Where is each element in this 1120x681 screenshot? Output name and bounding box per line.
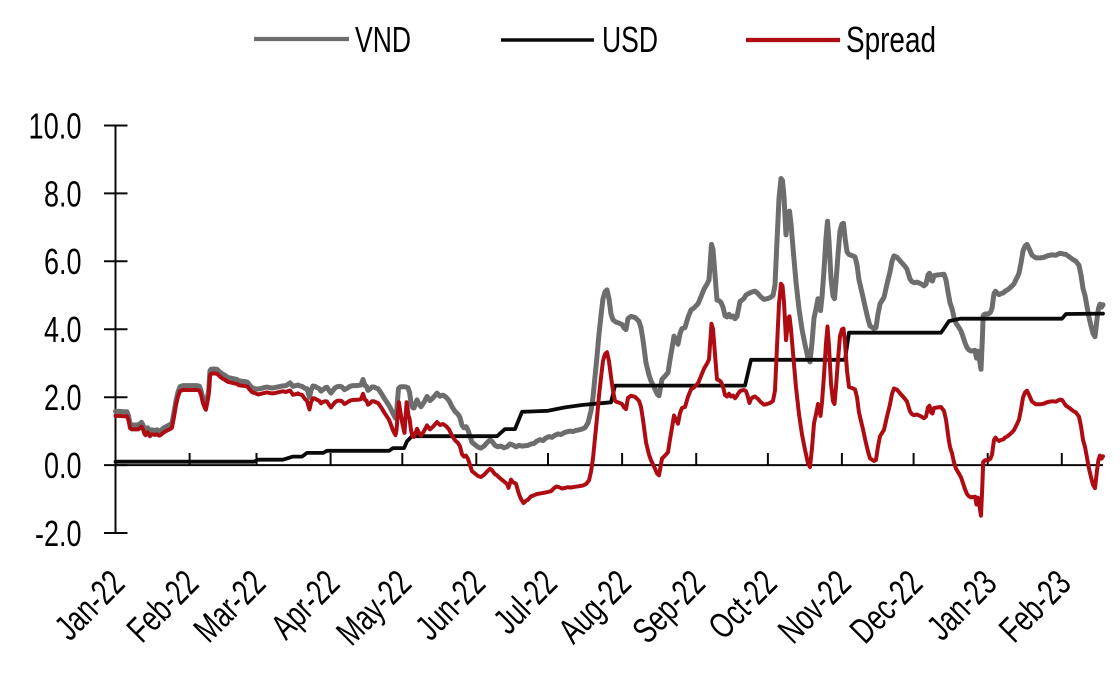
svg-text:VND: VND <box>355 19 411 60</box>
svg-text:Spread: Spread <box>846 19 936 60</box>
svg-text:0.0: 0.0 <box>44 445 82 486</box>
svg-text:USD: USD <box>602 19 658 60</box>
svg-text:-2.0: -2.0 <box>35 513 82 554</box>
svg-text:4.0: 4.0 <box>44 309 82 350</box>
svg-text:10.0: 10.0 <box>29 105 82 146</box>
svg-text:8.0: 8.0 <box>44 173 82 214</box>
svg-text:2.0: 2.0 <box>44 377 82 418</box>
svg-text:6.0: 6.0 <box>44 241 82 282</box>
